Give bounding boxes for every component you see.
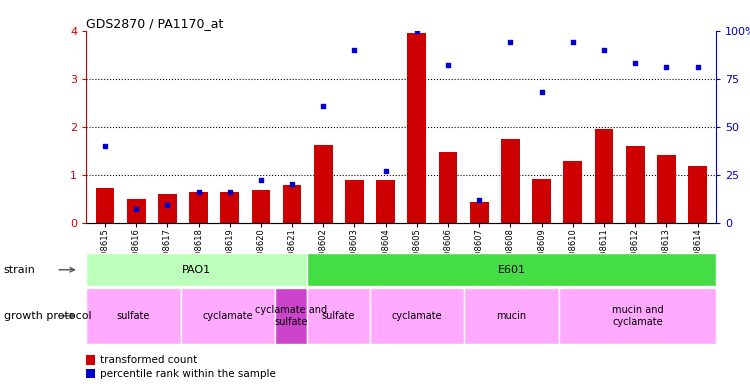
Point: [317, 103, 329, 109]
Bar: [86, 253, 307, 286]
Bar: [86, 369, 95, 378]
Point: [473, 197, 485, 203]
Bar: [626, 146, 644, 223]
Point: [629, 60, 641, 66]
Point: [130, 206, 142, 212]
Bar: [345, 180, 364, 223]
Text: transformed count: transformed count: [100, 355, 197, 365]
Bar: [407, 33, 426, 223]
Bar: [220, 192, 239, 223]
Bar: [595, 129, 613, 223]
Point: [193, 189, 205, 195]
Point: [224, 189, 236, 195]
Text: cyclamate and
sulfate: cyclamate and sulfate: [255, 305, 327, 327]
Bar: [563, 161, 582, 223]
Bar: [470, 202, 488, 223]
Bar: [283, 185, 302, 223]
Point: [505, 39, 517, 45]
Text: GDS2870 / PA1170_at: GDS2870 / PA1170_at: [86, 17, 224, 30]
Bar: [370, 288, 464, 344]
Point: [442, 62, 454, 68]
Point: [536, 89, 548, 95]
Text: percentile rank within the sample: percentile rank within the sample: [100, 369, 276, 379]
Bar: [532, 179, 551, 223]
Bar: [275, 288, 307, 344]
Bar: [559, 288, 716, 344]
Bar: [464, 288, 559, 344]
Point: [411, 28, 423, 34]
Bar: [307, 288, 370, 344]
Text: sulfate: sulfate: [117, 311, 150, 321]
Bar: [181, 288, 275, 344]
Bar: [86, 355, 95, 365]
Bar: [376, 180, 395, 223]
Text: E601: E601: [497, 265, 526, 275]
Bar: [657, 155, 676, 223]
Point: [692, 64, 703, 70]
Bar: [95, 188, 114, 223]
Point: [99, 143, 111, 149]
Point: [161, 202, 173, 209]
Text: cyclamate: cyclamate: [202, 311, 254, 321]
Point: [349, 47, 361, 53]
Point: [380, 168, 392, 174]
Text: sulfate: sulfate: [322, 311, 355, 321]
Bar: [189, 192, 208, 223]
Bar: [307, 253, 716, 286]
Bar: [251, 190, 270, 223]
Point: [567, 39, 579, 45]
Bar: [127, 199, 146, 223]
Point: [598, 47, 610, 53]
Bar: [501, 139, 520, 223]
Bar: [314, 145, 333, 223]
Text: mucin and
cyclamate: mucin and cyclamate: [612, 305, 663, 327]
Text: cyclamate: cyclamate: [392, 311, 442, 321]
Text: mucin: mucin: [496, 311, 526, 321]
Point: [286, 181, 298, 187]
Point: [660, 64, 672, 70]
Bar: [158, 194, 177, 223]
Text: strain: strain: [4, 265, 36, 275]
Point: [255, 177, 267, 184]
Text: PAO1: PAO1: [182, 265, 211, 275]
Text: growth protocol: growth protocol: [4, 311, 92, 321]
Bar: [439, 152, 458, 223]
Bar: [688, 166, 707, 223]
Bar: [86, 288, 181, 344]
